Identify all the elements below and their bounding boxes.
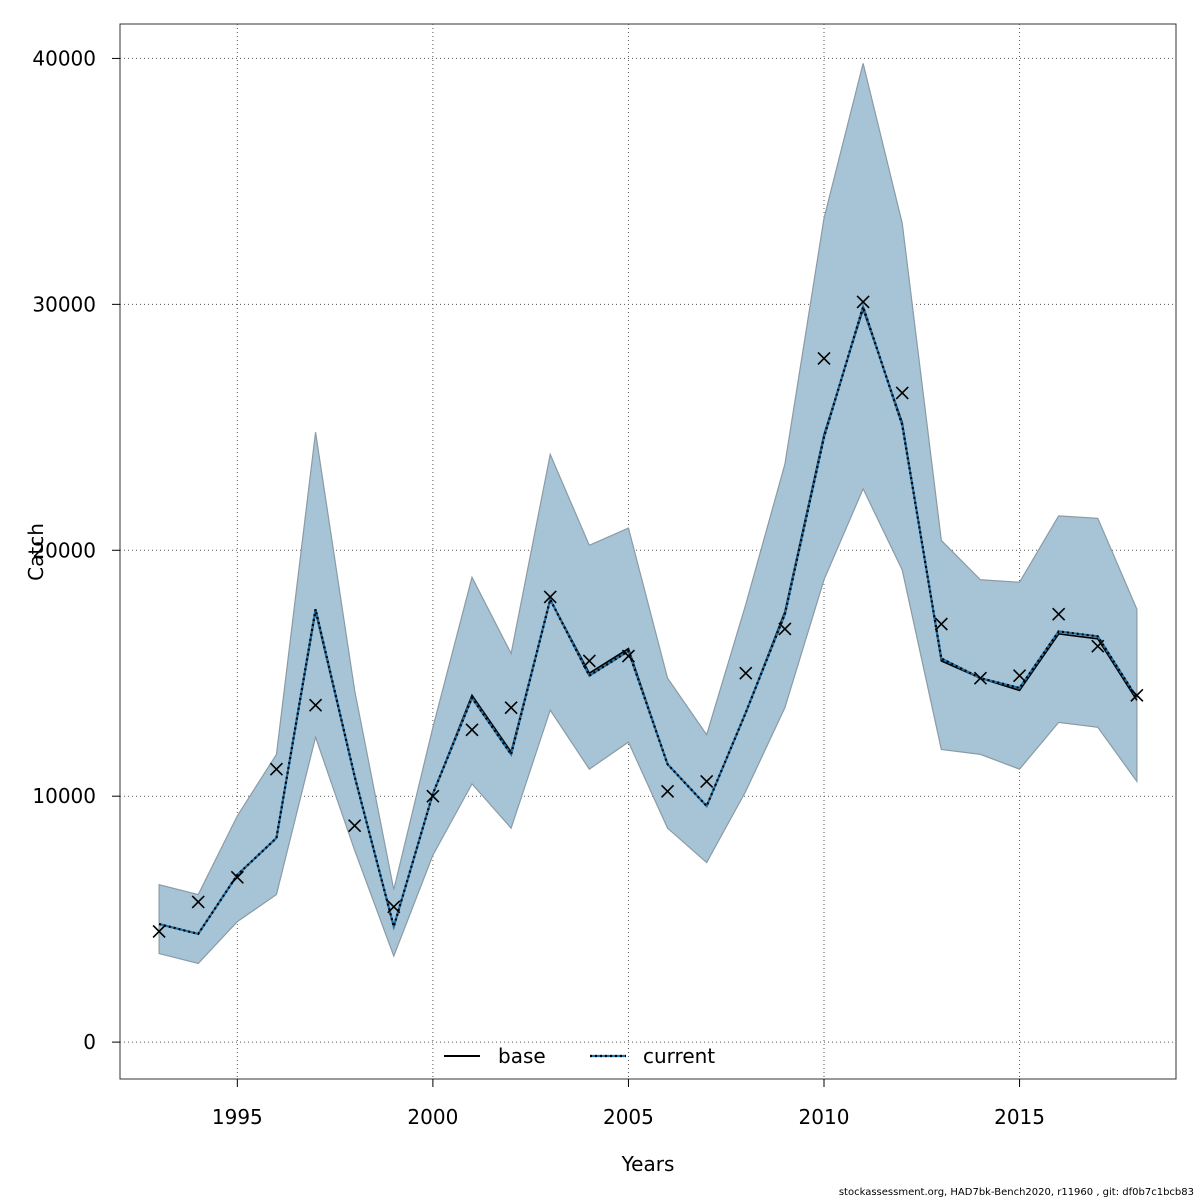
observation-cross-stroke bbox=[817, 351, 831, 366]
observation-cross-stroke bbox=[387, 900, 401, 914]
observation-point bbox=[895, 386, 909, 400]
observation-cross-stroke bbox=[504, 701, 518, 715]
observation-cross-stroke bbox=[152, 924, 166, 939]
y-tick-label: 0 bbox=[83, 1030, 96, 1054]
observation-point bbox=[152, 924, 166, 939]
observation-cross-stroke bbox=[1052, 607, 1066, 621]
observation-cross-stroke bbox=[426, 789, 440, 803]
observation-cross-stroke bbox=[621, 649, 636, 663]
observation-cross-stroke bbox=[973, 671, 988, 685]
observation-cross-stroke bbox=[543, 590, 557, 604]
observation-cross-stroke bbox=[308, 698, 323, 712]
observation-point bbox=[543, 590, 557, 604]
observation-point bbox=[1052, 607, 1066, 621]
observation-point bbox=[426, 789, 440, 803]
observation-cross-stroke bbox=[465, 723, 479, 737]
observation-point bbox=[269, 762, 284, 776]
observation-point bbox=[856, 295, 870, 309]
y-axis-ticks: 0 10000 20000 30000 40000 bbox=[32, 46, 120, 1054]
observation-cross-stroke bbox=[1130, 688, 1144, 702]
observation-cross-stroke bbox=[700, 774, 714, 789]
observation-point bbox=[465, 723, 479, 737]
observation-cross-stroke bbox=[230, 870, 244, 884]
y-tick-label: 20000 bbox=[32, 538, 96, 562]
observation-cross-stroke bbox=[660, 784, 675, 798]
confidence-band bbox=[158, 63, 1138, 965]
observation-cross-stroke bbox=[895, 386, 909, 400]
observation-cross-stroke bbox=[582, 654, 596, 668]
series-line-current bbox=[158, 303, 1138, 936]
legend-label-current: current bbox=[643, 1044, 715, 1068]
y-tick-label: 30000 bbox=[32, 292, 96, 316]
observation-point bbox=[191, 895, 205, 909]
observation-cross-stroke bbox=[1091, 639, 1105, 653]
observation-point bbox=[230, 870, 244, 884]
observation-point bbox=[700, 774, 714, 789]
y-axis-title: Catch bbox=[24, 523, 48, 581]
observation-point bbox=[1130, 688, 1144, 702]
observation-point bbox=[621, 649, 636, 663]
observation-point bbox=[1012, 669, 1027, 683]
observation-point bbox=[817, 351, 831, 366]
x-axis-ticks: 1995 2000 2005 2010 2015 bbox=[212, 1079, 1045, 1129]
legend-label-base: base bbox=[498, 1044, 546, 1068]
x-tick-label: 2010 bbox=[799, 1105, 850, 1129]
series-lines bbox=[158, 303, 1138, 936]
observation-cross-stroke bbox=[348, 819, 362, 833]
observation-cross-stroke bbox=[934, 617, 948, 631]
observation-cross-stroke bbox=[269, 762, 284, 776]
plot-border bbox=[119, 23, 1177, 1080]
observation-cross-stroke bbox=[191, 895, 205, 909]
observation-point bbox=[387, 900, 401, 914]
observation-point bbox=[778, 622, 792, 636]
x-axis-title: Years bbox=[621, 1152, 675, 1176]
observation-point bbox=[1091, 639, 1105, 653]
observation-point bbox=[348, 819, 362, 833]
confidence-band-area bbox=[158, 63, 1138, 965]
y-tick-label: 10000 bbox=[32, 784, 96, 808]
x-tick-label: 2015 bbox=[994, 1105, 1045, 1129]
observation-cross-stroke bbox=[739, 666, 753, 680]
observation-point bbox=[660, 784, 675, 798]
x-tick-label: 2005 bbox=[603, 1105, 654, 1129]
observation-point bbox=[934, 617, 948, 631]
observation-cross-stroke bbox=[778, 622, 792, 636]
observation-cross-stroke bbox=[1012, 669, 1027, 683]
grid-lines bbox=[120, 24, 1176, 1079]
y-tick-label: 40000 bbox=[32, 46, 96, 70]
x-tick-label: 2000 bbox=[407, 1105, 458, 1129]
observation-point bbox=[504, 701, 518, 715]
observation-point bbox=[739, 666, 753, 680]
legend: base current bbox=[444, 1044, 715, 1068]
observation-cross-stroke bbox=[856, 295, 870, 309]
observation-markers bbox=[152, 295, 1144, 939]
x-tick-label: 1995 bbox=[212, 1105, 263, 1129]
observation-point bbox=[582, 654, 596, 668]
footer-credit: stockassessment.org, HAD7bk-Bench2020, r… bbox=[838, 1187, 1194, 1198]
observation-point bbox=[973, 671, 988, 685]
observation-point bbox=[308, 698, 323, 712]
